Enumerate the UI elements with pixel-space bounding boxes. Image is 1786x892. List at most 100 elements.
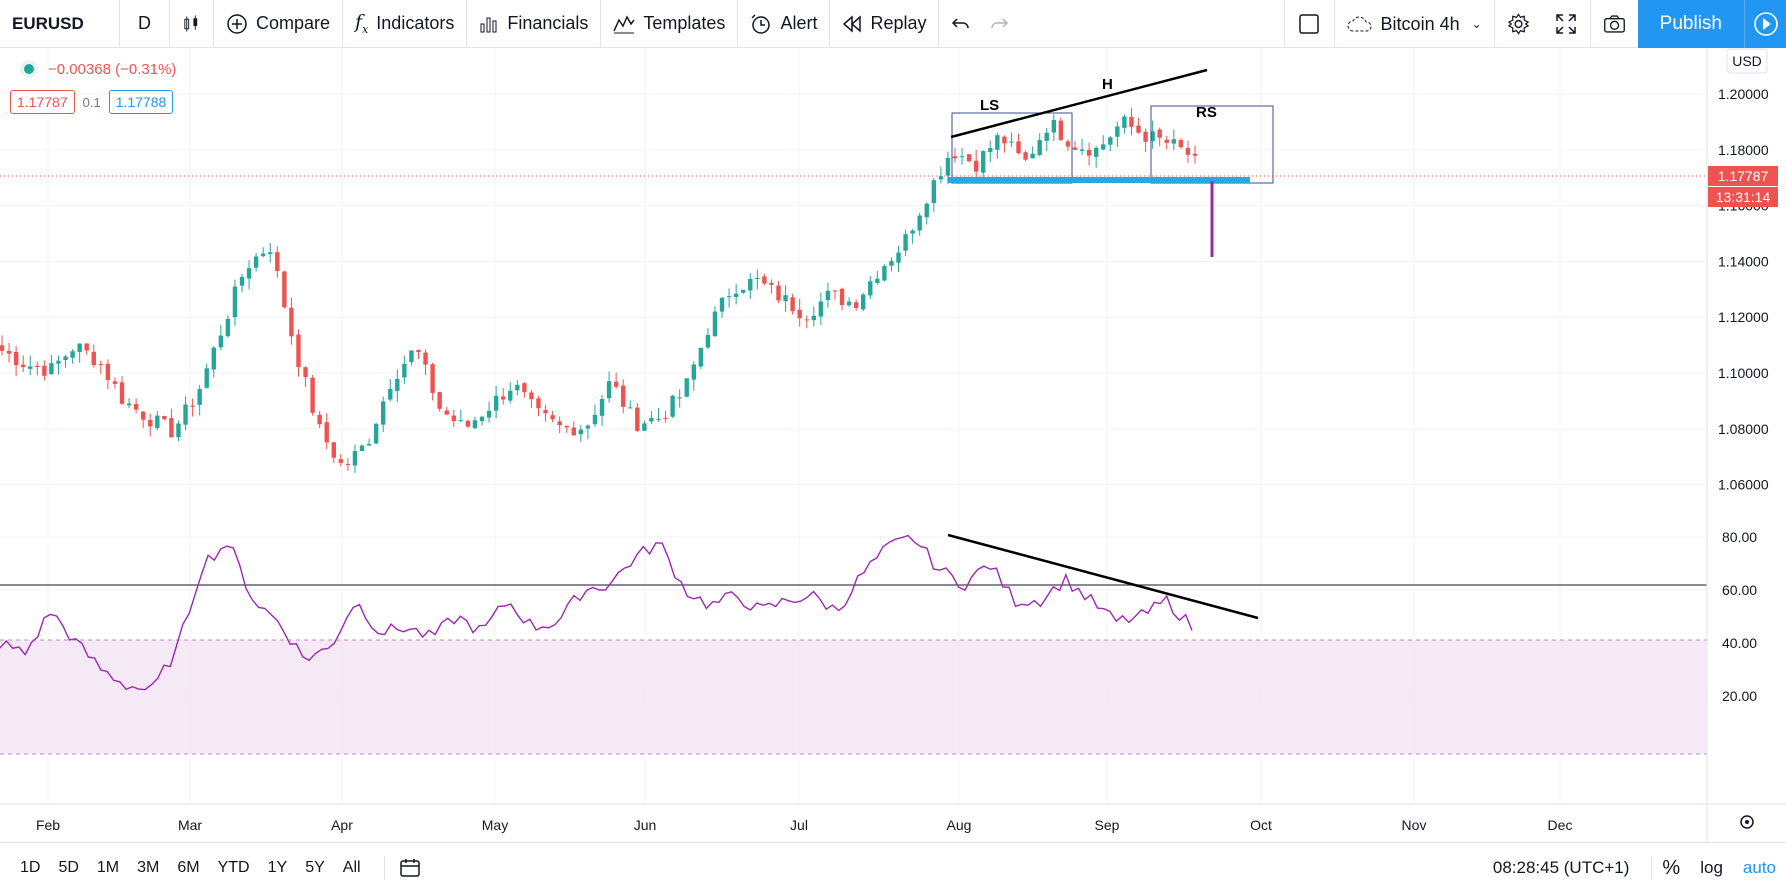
alert-button[interactable]: Alert bbox=[738, 0, 831, 48]
rsi-axis[interactable]: 80.00 60.00 40.00 20.00 bbox=[1722, 529, 1757, 704]
candle-body bbox=[917, 215, 922, 231]
play-circle-icon bbox=[1753, 12, 1778, 36]
candle-body bbox=[981, 151, 986, 173]
candle-body bbox=[246, 268, 252, 279]
currency-badge[interactable] bbox=[1726, 48, 1768, 74]
candle-body bbox=[741, 289, 746, 293]
rsi-divergence-line[interactable] bbox=[947, 533, 1259, 620]
candle-body bbox=[543, 409, 548, 414]
candle-body bbox=[140, 411, 146, 420]
last-price-value: 1.17787 bbox=[1718, 168, 1769, 184]
range-button-1y[interactable]: 1Y bbox=[267, 858, 288, 876]
candle-body bbox=[755, 278, 760, 280]
candle-body bbox=[691, 364, 696, 380]
templates-button[interactable]: Templates bbox=[601, 0, 739, 48]
candle-body bbox=[77, 343, 82, 353]
price-tick-label: 1.06000 bbox=[1718, 477, 1769, 493]
range-button-5d[interactable]: 5D bbox=[58, 858, 79, 876]
range-button-5y[interactable]: 5Y bbox=[305, 858, 325, 876]
publish-menu-button[interactable] bbox=[1744, 0, 1786, 48]
candle-body bbox=[20, 364, 26, 368]
symbol-search-button[interactable]: EURUSD bbox=[0, 0, 120, 48]
candle-body bbox=[1072, 147, 1078, 150]
candle-body bbox=[148, 419, 153, 427]
range-button-6m[interactable]: 6M bbox=[177, 858, 200, 876]
candle-body bbox=[995, 135, 1000, 150]
log-toggle[interactable]: log bbox=[1700, 858, 1723, 877]
range-button-1d[interactable]: 1D bbox=[20, 858, 41, 876]
candle-body bbox=[1164, 139, 1169, 143]
axis-settings-button[interactable] bbox=[1740, 815, 1754, 829]
interval-button[interactable]: D bbox=[120, 0, 170, 48]
snapshot-button[interactable] bbox=[1589, 0, 1638, 48]
candle-body bbox=[395, 378, 400, 391]
price-axis[interactable]: 1.200001.180001.160001.140001.120001.100… bbox=[1718, 86, 1769, 493]
layout-toggle-button[interactable] bbox=[1283, 0, 1334, 48]
candle-body bbox=[437, 392, 442, 409]
percent-toggle[interactable]: % bbox=[1662, 856, 1681, 879]
calendar-icon[interactable] bbox=[399, 858, 421, 878]
date-range-divider bbox=[383, 855, 385, 880]
candle-body bbox=[1178, 140, 1184, 148]
candle-body bbox=[853, 302, 859, 308]
candle-body bbox=[677, 397, 682, 399]
templates-label: Templates bbox=[643, 13, 726, 33]
clock-timezone[interactable]: 08:28:45 (UTC+1) bbox=[1492, 858, 1630, 877]
time-tick-label: Sep bbox=[1095, 817, 1120, 833]
candle-body bbox=[628, 407, 633, 409]
time-tick-label: May bbox=[482, 817, 508, 833]
candles-series bbox=[0, 107, 1198, 473]
range-button-all[interactable]: All bbox=[342, 858, 361, 876]
sell-price-button[interactable]: 1.17787 bbox=[10, 90, 75, 114]
candle-body bbox=[684, 378, 689, 397]
candle-body bbox=[705, 335, 711, 348]
chart-style-button[interactable] bbox=[170, 0, 214, 48]
candle-body bbox=[289, 307, 294, 337]
redo-icon[interactable] bbox=[989, 15, 1009, 33]
candle-body bbox=[924, 203, 929, 218]
range-button-ytd[interactable]: YTD bbox=[217, 858, 250, 876]
candle-body bbox=[910, 230, 915, 234]
layout-select-button[interactable]: Bitcoin 4h ⌄ bbox=[1333, 0, 1494, 48]
candle-body bbox=[169, 418, 174, 438]
right-shoulder-label: RS bbox=[1196, 104, 1217, 121]
undo-icon[interactable] bbox=[951, 15, 971, 33]
candle-body bbox=[1086, 149, 1092, 156]
candle-body bbox=[345, 463, 351, 465]
settings-button[interactable] bbox=[1493, 0, 1542, 48]
left-shoulder-label: LS bbox=[980, 97, 999, 114]
candle-body bbox=[564, 425, 569, 428]
publish-button[interactable]: Publish bbox=[1637, 0, 1744, 48]
candle-body bbox=[1009, 141, 1014, 143]
candle-body bbox=[1002, 136, 1007, 144]
candle-body bbox=[423, 352, 428, 365]
candle-body bbox=[698, 347, 704, 367]
candle-body bbox=[599, 399, 605, 416]
candle-body bbox=[451, 415, 456, 422]
candle-body bbox=[296, 334, 301, 367]
candle-body bbox=[458, 420, 464, 422]
candle-body bbox=[839, 288, 845, 306]
time-axis[interactable]: Feb Mar Apr May Jun Jul Aug Sep Oct Nov Dec bbox=[36, 817, 1573, 833]
indicators-button[interactable]: fx Indicators bbox=[343, 0, 468, 48]
compare-button[interactable]: Compare bbox=[214, 0, 344, 48]
range-button-3m[interactable]: 3M bbox=[137, 858, 160, 876]
buy-price-button[interactable]: 1.17788 bbox=[108, 90, 174, 114]
range-button-1m[interactable]: 1M bbox=[96, 858, 120, 876]
auto-toggle[interactable]: auto bbox=[1742, 858, 1776, 877]
candle-body bbox=[959, 156, 965, 158]
templates-icon bbox=[613, 14, 635, 33]
replay-button[interactable]: Replay bbox=[830, 0, 940, 48]
bar-chart-icon bbox=[480, 17, 497, 32]
candle-body bbox=[797, 309, 802, 319]
candle-body bbox=[769, 282, 774, 285]
financials-button[interactable]: Financials bbox=[467, 0, 602, 48]
head-trendline[interactable] bbox=[950, 68, 1208, 139]
countdown-value: 13:31:14 bbox=[1716, 189, 1771, 205]
fullscreen-button[interactable] bbox=[1542, 0, 1590, 48]
candle-body bbox=[508, 390, 513, 401]
candle-body bbox=[988, 148, 993, 152]
candle-body bbox=[1093, 147, 1099, 157]
price-chart[interactable]: LS H RS 1.200001.180001.160001.140001.12… bbox=[0, 48, 1786, 842]
